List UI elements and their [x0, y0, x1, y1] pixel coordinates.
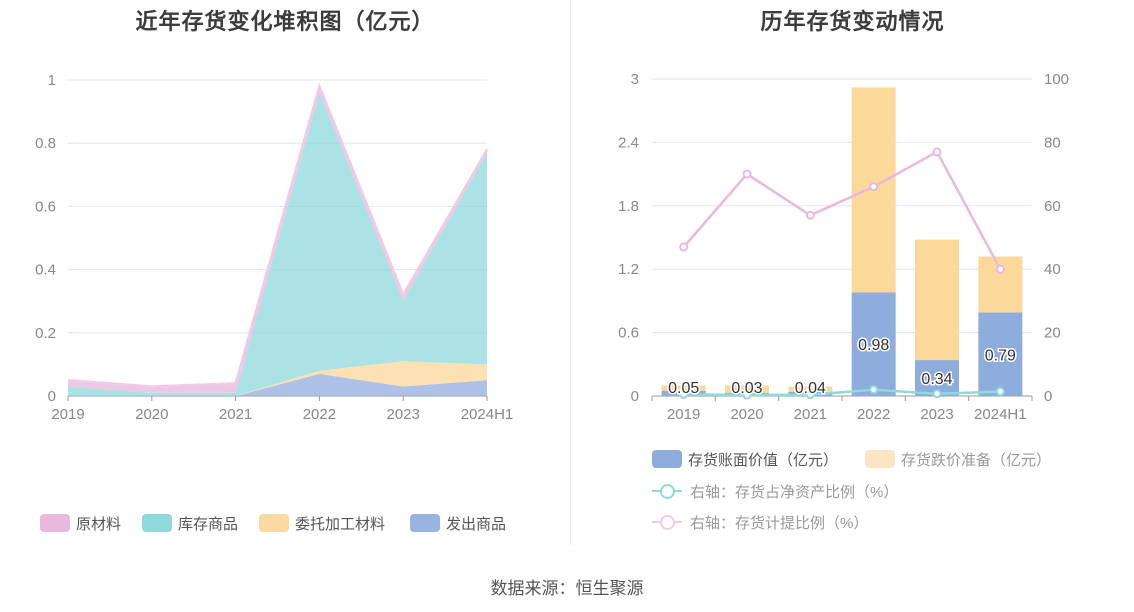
inventory-stacked-area-panel: 近年存货变化堆积图（亿元） 0 0.2 0.4 0.6 0.8 1 2019 2020 2021… — [0, 0, 570, 545]
legend-item-goods-shipped[interactable]: 发出商品 — [410, 513, 506, 533]
bar-impairment — [661, 385, 706, 391]
bar-value-label: 0.03 — [731, 380, 762, 397]
x-tick-label: 2024H1 — [461, 406, 514, 423]
point-provision-ratio — [995, 264, 1005, 274]
bar-value-label: 0.79 — [985, 347, 1016, 364]
legend-label: 库存商品 — [178, 515, 239, 533]
y2-tick-label: 80 — [1044, 134, 1061, 151]
legend-line-icon — [652, 513, 682, 531]
x-tick-label: 2021 — [794, 406, 827, 423]
bar-value-label: 0.98 — [858, 337, 889, 354]
bar-line-combo-chart: 0 0.6 1.2 1.8 2.4 3 0 20 40 60 80 100 2019 2020 2021 20… — [618, 71, 1069, 423]
point-ratio-net-assets — [679, 389, 689, 399]
area-finished-goods — [68, 92, 487, 396]
legend-item-consigned-processing[interactable]: 委托加工材料 — [259, 513, 385, 533]
area-consigned-processing — [68, 361, 487, 396]
x-tick-label: 2020 — [135, 406, 168, 423]
panel-divider — [570, 0, 571, 545]
line-provision-ratio — [682, 150, 1002, 270]
y-tick-label: 2.4 — [618, 134, 639, 151]
point-ratio-net-assets — [932, 389, 942, 399]
legend-item-book-value[interactable]: 存货账面价值（亿元） — [652, 449, 838, 469]
y-tick-label: 0.4 — [35, 262, 56, 279]
legend-item-raw-materials[interactable]: 原材料 — [40, 513, 121, 533]
legend-swatch — [259, 514, 289, 532]
stacked-area-chart: 0 0.2 0.4 0.6 0.8 1 2019 2020 2021 2022 2023 2024H1 — [35, 72, 514, 423]
point-provision-ratio — [679, 242, 689, 252]
chart-title: 历年存货变动情况 — [760, 9, 945, 34]
bar-impairment — [788, 386, 833, 392]
point-ratio-net-assets — [742, 390, 752, 400]
x-tick-label: 2020 — [730, 406, 763, 423]
y-tick-label: 0.6 — [35, 198, 56, 215]
y-tick-label: 0 — [631, 388, 639, 405]
y-tick-label: 1 — [48, 72, 56, 89]
x-tick-label: 2023 — [387, 406, 420, 423]
point-ratio-net-assets — [805, 390, 815, 400]
bar-book-value — [978, 312, 1023, 396]
line-ratio-net-assets — [683, 388, 1001, 397]
legend-swatch — [652, 450, 682, 468]
legend-item-impairment[interactable]: 存货跌价准备（亿元） — [865, 449, 1051, 469]
y2-tick-label: 100 — [1044, 71, 1069, 88]
chart-title: 近年存货变化堆积图（亿元） — [135, 9, 435, 34]
y-tick-label: 0.2 — [35, 325, 56, 342]
y-tick-label: 0.6 — [618, 325, 639, 342]
legend-label: 右轴：存货计提比例（%） — [690, 514, 869, 532]
y2-tick-label: 40 — [1044, 261, 1061, 278]
legend-swatch — [142, 514, 172, 532]
y-tick-label: 0 — [48, 388, 56, 405]
legend-swatch — [410, 514, 440, 532]
y-tick-label: 0.8 — [35, 135, 56, 152]
x-tick-label: 2022 — [857, 406, 890, 423]
x-tick-label: 2023 — [920, 406, 953, 423]
y-tick-label: 3 — [631, 71, 639, 88]
legend-item-finished-goods[interactable]: 库存商品 — [142, 513, 238, 533]
point-provision-ratio — [869, 182, 879, 192]
x-tick-label: 2024H1 — [974, 406, 1027, 423]
x-tick-label: 2019 — [51, 406, 84, 423]
legend: 存货账面价值（亿元） 存货跌价准备（亿元） 右轴：存货占净资产比例（%） 右轴：… — [571, 448, 1134, 538]
legend-line-icon — [652, 482, 682, 500]
legend-item-ratio-net-assets[interactable]: 右轴：存货占净资产比例（%） — [652, 481, 898, 501]
legend-label: 发出商品 — [446, 515, 507, 533]
bar-book-value — [851, 292, 896, 396]
legend-label: 右轴：存货占净资产比例（%） — [690, 483, 899, 501]
y2-tick-label: 0 — [1044, 388, 1052, 405]
point-ratio-net-assets — [995, 387, 1005, 397]
area-goods-shipped — [68, 373, 487, 396]
point-provision-ratio — [742, 169, 752, 179]
legend-label: 原材料 — [76, 515, 122, 533]
y-tick-label: 1.2 — [618, 261, 639, 278]
legend-label: 存货跌价准备（亿元） — [901, 451, 1052, 469]
legend: 原材料 库存商品 委托加工材料 发出商品 — [0, 513, 570, 535]
bar-value-label: 0.04 — [795, 380, 826, 397]
x-tick-label: 2019 — [667, 406, 700, 423]
legend-label: 存货账面价值（亿元） — [688, 451, 839, 469]
legend-swatch — [40, 514, 70, 532]
x-tick-label: 2021 — [219, 406, 252, 423]
area-raw-materials — [68, 86, 487, 393]
bar-impairment — [915, 239, 959, 361]
legend-item-provision-ratio[interactable]: 右轴：存货计提比例（%） — [652, 512, 868, 532]
point-ratio-net-assets — [869, 385, 879, 395]
bar-impairment — [725, 385, 769, 393]
bar-value-label: 0.34 — [921, 371, 952, 388]
legend-label: 委托加工材料 — [295, 515, 386, 533]
legend-swatch — [865, 450, 895, 468]
y2-tick-label: 60 — [1044, 198, 1061, 215]
bar-value-label: 0.05 — [668, 380, 699, 397]
point-provision-ratio — [805, 210, 815, 220]
x-tick-label: 2022 — [303, 406, 336, 423]
y-tick-label: 1.8 — [618, 198, 639, 215]
area-top-edge — [67, 82, 489, 388]
data-source-note: 数据来源：恒生聚源 — [490, 579, 644, 598]
point-provision-ratio — [932, 147, 942, 157]
y2-tick-label: 20 — [1044, 325, 1061, 342]
inventory-change-panel: 历年存货变动情况 0 0.6 1.2 1.8 2.4 3 0 20 40 60 80 100 2019 2… — [571, 0, 1134, 545]
